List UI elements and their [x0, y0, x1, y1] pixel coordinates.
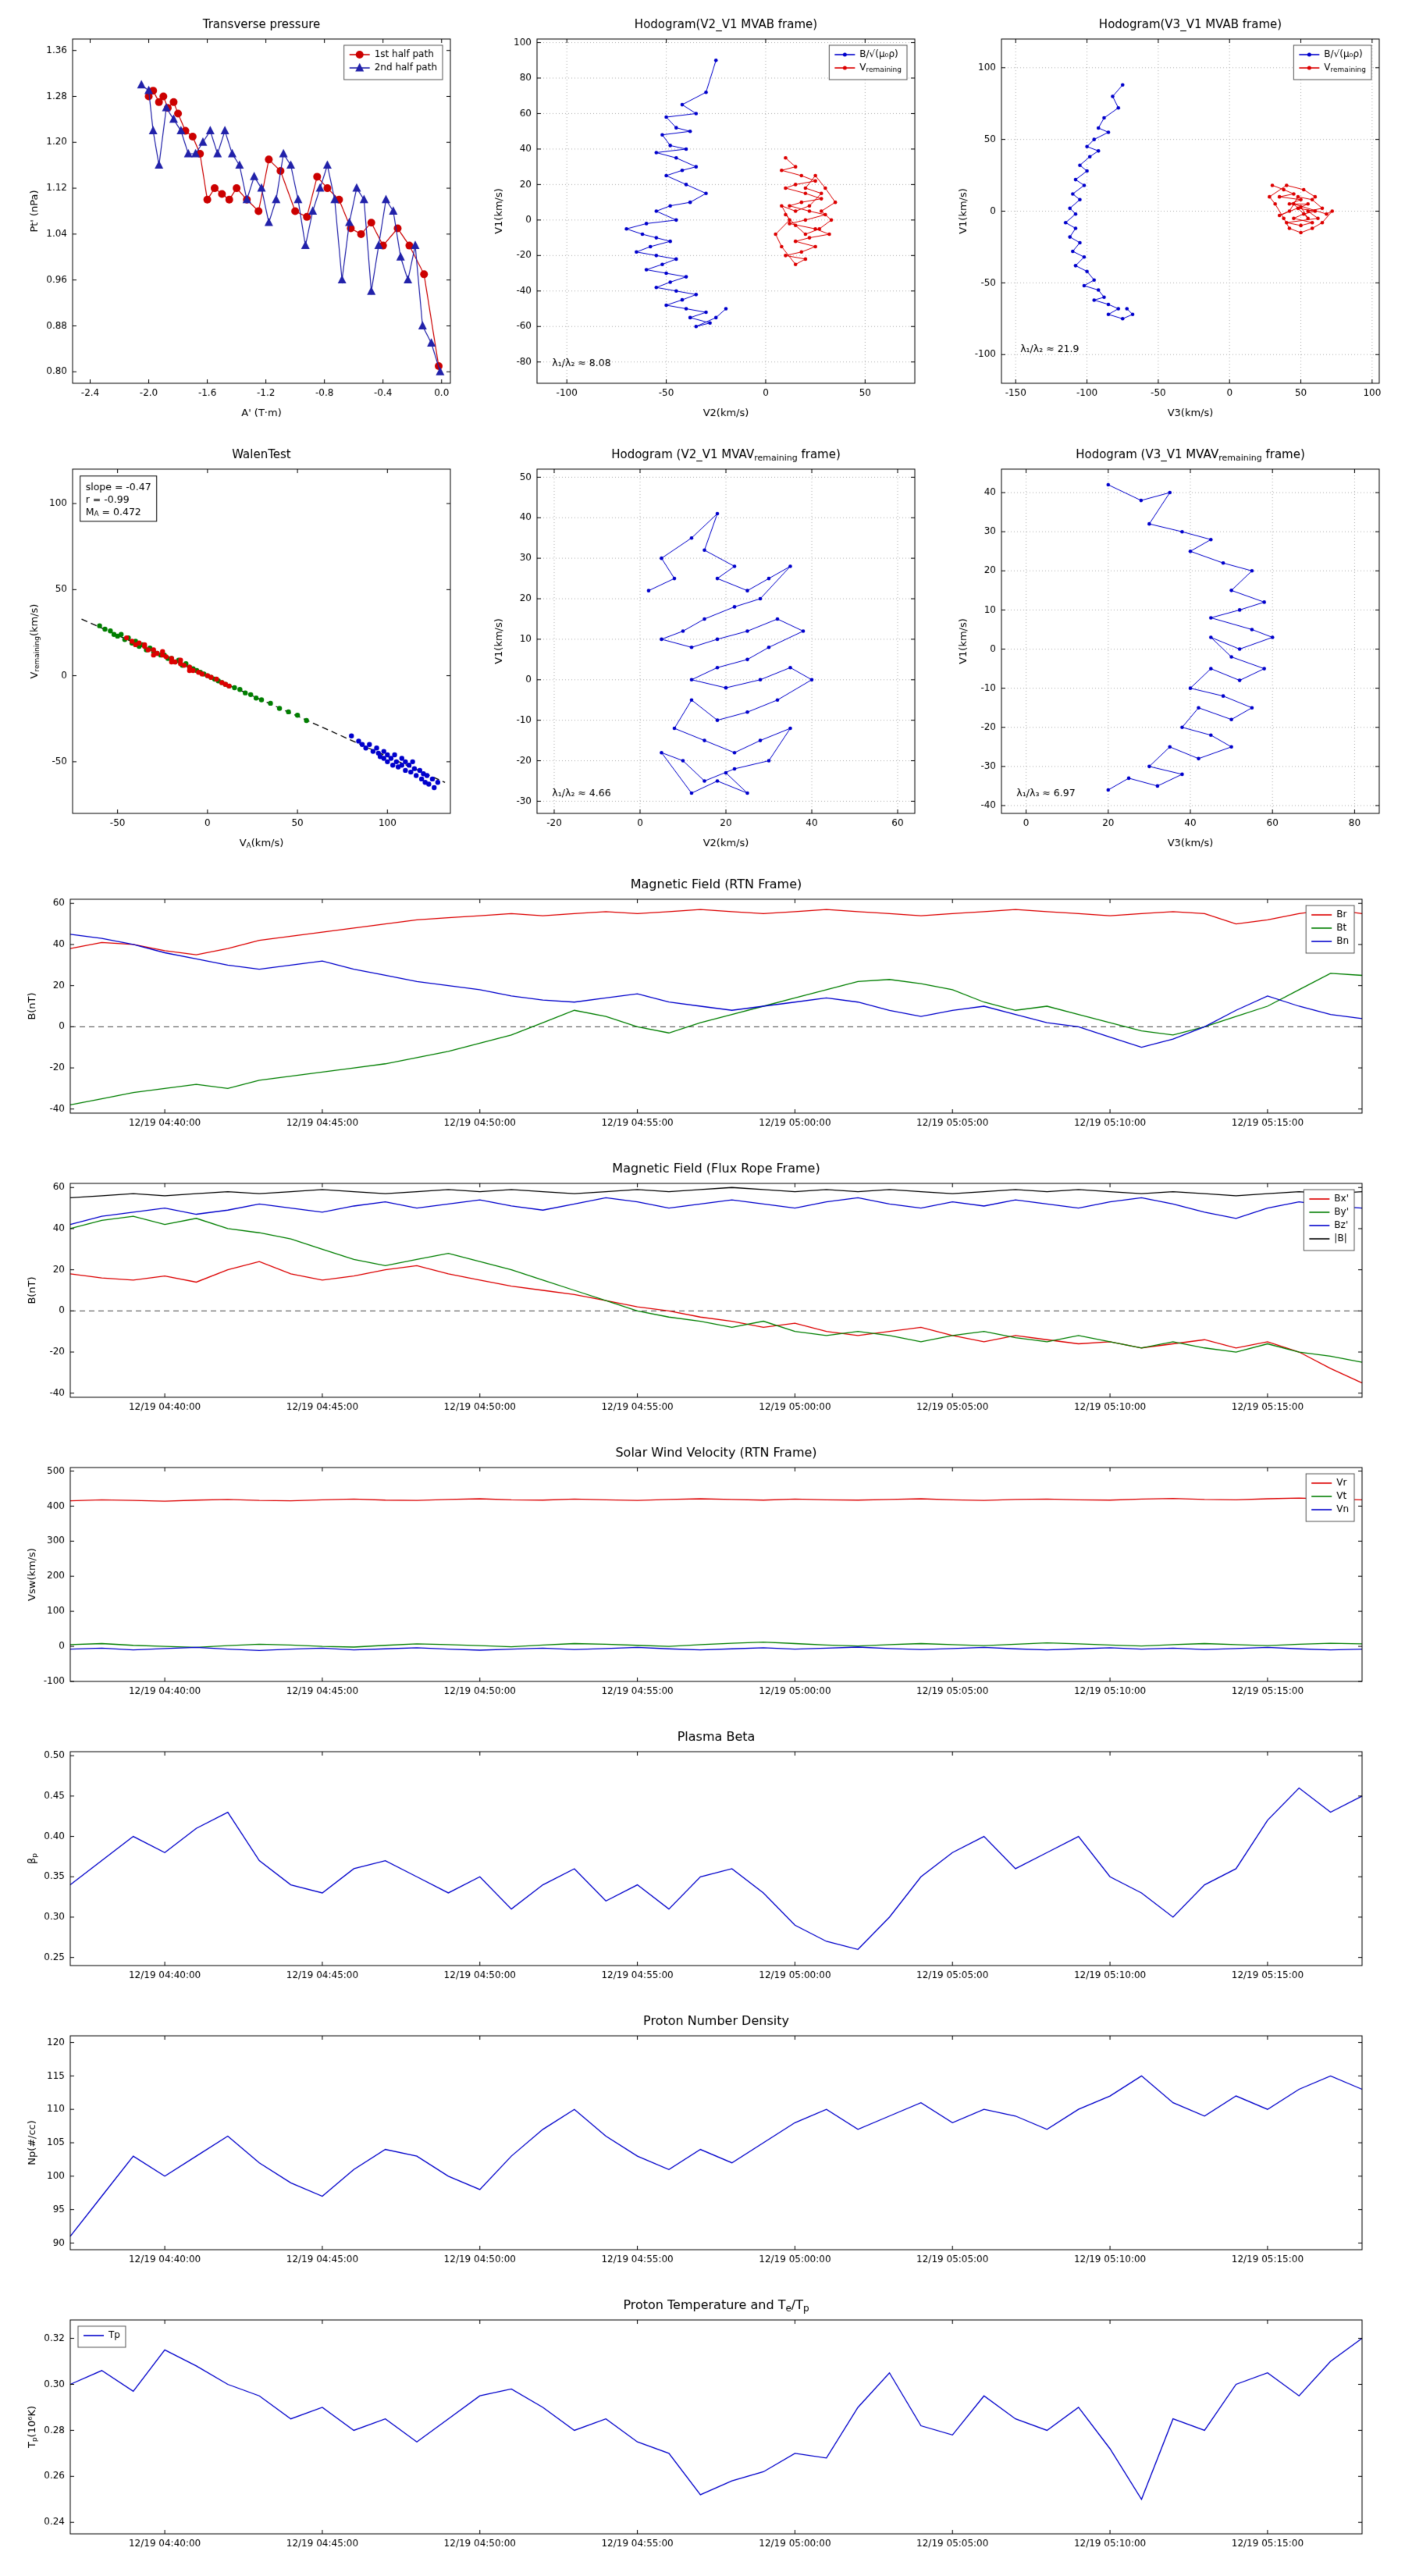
chart-hodogram-v3v1-mvab: [941, 6, 1393, 432]
chart-transverse-pressure: [12, 6, 464, 432]
chart-hodogram-v3v1-mvav: [941, 436, 1393, 862]
chart-solar-wind-velocity: [0, 1435, 1405, 1717]
chart-magnetic-field-flux-rope: [0, 1151, 1405, 1433]
chart-plasma-beta: [0, 1719, 1405, 2001]
chart-hodogram-v2v1-mvab: [476, 6, 929, 432]
chart-hodogram-v2v1-mvav: [476, 436, 929, 862]
row-middle-charts: [0, 436, 1405, 862]
row-top-charts: [0, 6, 1405, 432]
chart-walen-test: [12, 436, 464, 862]
chart-proton-temperature: [0, 2287, 1405, 2570]
chart-proton-number-density: [0, 2003, 1405, 2286]
chart-magnetic-field-rtn: [0, 866, 1405, 1149]
